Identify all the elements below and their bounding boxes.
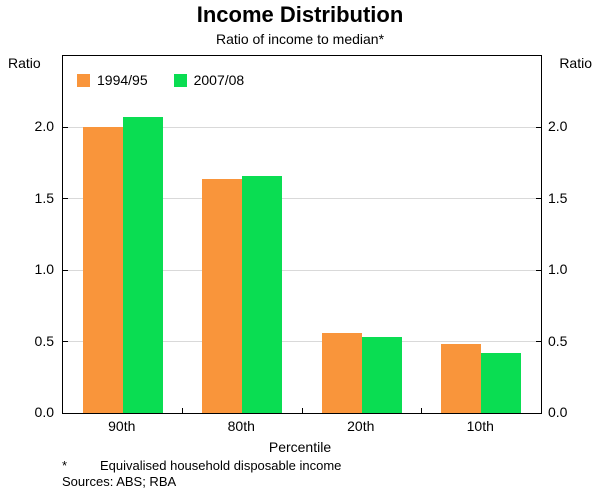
y-axis-label-left: Ratio xyxy=(8,55,41,71)
y-tick-label: 0.0 xyxy=(34,404,54,420)
y-tick-mark xyxy=(63,341,68,343)
bar-80th-2007-08 xyxy=(242,175,283,413)
bar-10th-1994-95 xyxy=(441,344,482,413)
legend-swatch-2007-08 xyxy=(173,73,187,87)
y-tick-label: 0.0 xyxy=(548,404,568,420)
chart-title: Income Distribution xyxy=(196,2,404,27)
footnote-text: Equivalised household disposable income xyxy=(100,458,342,473)
legend-item-2007-08: 2007/08 xyxy=(173,72,245,88)
y-tick-label: 0.5 xyxy=(34,332,54,349)
sources-line: Sources: ABS; RBA xyxy=(62,474,177,489)
bar-10th-2007-08 xyxy=(481,353,522,413)
legend-swatch-1994-95 xyxy=(77,73,90,87)
bar-20th-2007-08 xyxy=(361,337,402,413)
footnote-marker: * xyxy=(62,458,68,473)
y-tick-mark xyxy=(63,198,68,200)
bar-80th-1994-95 xyxy=(202,178,243,413)
bar-90th-1994-95 xyxy=(82,127,123,413)
y-tick-label: 0.5 xyxy=(548,332,568,349)
y-tick-mark xyxy=(536,269,541,271)
gridline xyxy=(63,341,541,343)
gridline xyxy=(63,269,541,271)
x-category-label-80th: 80th xyxy=(227,418,255,434)
x-tick-mark xyxy=(421,408,422,413)
bar-20th-1994-95 xyxy=(321,333,362,413)
legend: 1994/95 2007/08 xyxy=(77,72,244,88)
legend-label-2007-08: 2007/08 xyxy=(193,72,245,88)
y-tick-mark xyxy=(536,341,541,343)
legend-item-1994-95: 1994/95 xyxy=(77,72,148,88)
x-category-label-10th: 10th xyxy=(466,418,494,434)
x-tick-mark xyxy=(182,408,183,413)
legend-label-1994-95: 1994/95 xyxy=(97,72,148,88)
y-tick-label: 2.0 xyxy=(34,118,54,135)
x-tick-mark xyxy=(301,408,303,413)
gridline xyxy=(63,198,541,200)
y-tick-mark xyxy=(63,126,68,128)
y-tick-label: 1.5 xyxy=(34,189,54,206)
y-tick-mark xyxy=(63,269,68,271)
gridline xyxy=(63,126,541,128)
plot-area: 1994/95 2007/08 xyxy=(62,55,542,414)
x-axis-title: Percentile xyxy=(268,439,332,455)
y-tick-label: 1.5 xyxy=(548,189,568,206)
chart-subtitle: Ratio of income to median* xyxy=(215,31,385,47)
y-tick-mark xyxy=(536,198,541,200)
y-tick-mark xyxy=(536,126,541,128)
footnote: * Equivalised household disposable incom… xyxy=(62,458,341,473)
y-axis-label-right: Ratio xyxy=(559,55,592,71)
bar-90th-2007-08 xyxy=(122,117,163,413)
y-tick-label: 1.0 xyxy=(34,261,54,278)
x-category-label-90th: 90th xyxy=(108,418,136,434)
x-category-label-20th: 20th xyxy=(347,418,375,434)
y-tick-label: 1.0 xyxy=(548,261,568,278)
y-tick-label: 2.0 xyxy=(548,118,568,135)
